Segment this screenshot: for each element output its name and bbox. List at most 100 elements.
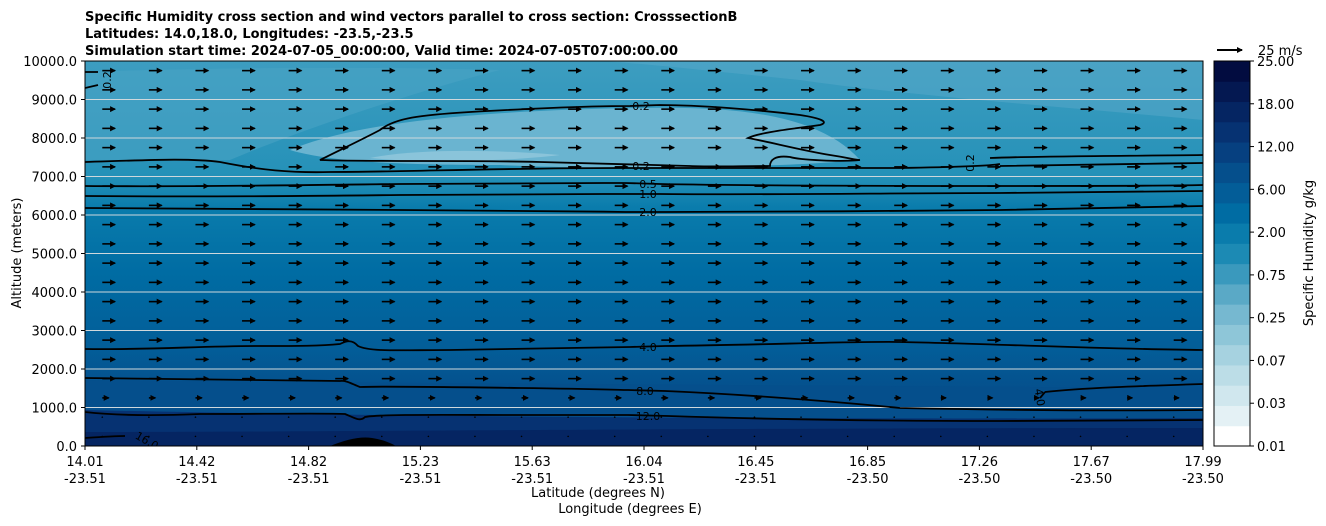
colorbar-segment — [1214, 81, 1250, 103]
wind-vector — [1126, 416, 1128, 418]
wind-vector — [194, 416, 197, 418]
contour-0.2-dry-pocket — [319, 104, 861, 168]
title-line-1: Specific Humidity cross section and wind… — [85, 10, 738, 25]
colorbar-frame — [1213, 60, 1251, 447]
wind-vector — [567, 435, 569, 438]
colorbar-segment — [1214, 385, 1250, 406]
colorbar-segment — [1214, 243, 1250, 265]
x-axis-label-lat: Latitude (degrees N) — [531, 486, 665, 501]
wind-vector — [939, 416, 942, 418]
wind-vector — [846, 416, 849, 418]
wind-vector — [660, 435, 663, 438]
wind-vector — [241, 416, 243, 418]
wind-vector — [613, 435, 616, 438]
wind-vector — [148, 416, 150, 418]
contour-8.0-right — [1039, 383, 1203, 399]
contour-8.0 — [85, 377, 1203, 412]
colorbar-segment — [1214, 283, 1250, 305]
x-tick-label-lat: 15.63 — [514, 455, 551, 470]
contour-label-0.2-left: 0.2 — [101, 71, 114, 89]
contour-1.0 — [85, 190, 1203, 198]
colorbar-segment — [1214, 364, 1250, 386]
contour-label-12.0: 12.0 — [636, 410, 661, 423]
colorbar-tick-label: 0.01 — [1257, 440, 1286, 455]
chart-title: Specific Humidity cross section and wind… — [85, 9, 737, 60]
wind-vector — [1079, 416, 1082, 418]
title-line-2: Latitudes: 14.0,18.0, Longitudes: -23.5,… — [85, 27, 414, 42]
colorbar-tick-label: 0.25 — [1257, 312, 1286, 327]
colorbar-segment — [1214, 121, 1250, 143]
x-tick-label-lat: 14.01 — [66, 455, 103, 470]
x-tick-label-lon: -23.51 — [288, 472, 330, 487]
colorbar-tick-label: 0.07 — [1257, 354, 1286, 369]
wind-vector — [800, 416, 802, 418]
wind-vector — [567, 416, 569, 418]
x-tick-label-lon: -23.51 — [176, 472, 218, 487]
contour-label-8.0: 8.0 — [636, 385, 654, 398]
y-tick-label: 1000.0 — [32, 402, 78, 417]
y-tick-label: 7000.0 — [32, 171, 78, 186]
contour-12.0 — [85, 411, 1203, 422]
quiver-key: 25 m/s — [1217, 44, 1303, 59]
wind-vector — [241, 435, 243, 438]
x-tick-label-lon: -23.51 — [399, 472, 441, 487]
x-tick-label-lat: 14.42 — [178, 455, 215, 470]
colorbar-segment — [1214, 324, 1250, 346]
x-tick-label-lat: 17.26 — [961, 455, 998, 470]
contour-label-1.0: 1.0 — [639, 188, 657, 201]
contour-label-0.5: 0.5 — [639, 178, 657, 191]
x-tick-label-lat: 16.45 — [737, 455, 774, 470]
x-tick-label-lon: -23.50 — [847, 472, 889, 487]
contour-4.0 — [85, 340, 1203, 352]
wind-vector — [380, 416, 383, 418]
colorbar-segment — [1214, 304, 1250, 325]
contour-label-4.0: 4.0 — [639, 341, 657, 354]
wind-vector — [474, 416, 476, 418]
y-tick-label: 6000.0 — [32, 209, 78, 224]
contour-label-0.2-right: 0.2 — [964, 154, 977, 172]
wind-vector — [101, 435, 104, 438]
y-axis-ticks: 0.0 1000.0 2000.0 3000.0 4000.0 5000.0 6000.0 7… — [23, 55, 85, 455]
contour-lines — [85, 71, 1203, 439]
contour-2.0 — [85, 205, 1203, 213]
colorbar-tick-label: 18.00 — [1257, 98, 1294, 113]
y-tick-label: 3000.0 — [32, 325, 78, 340]
wind-vector — [520, 435, 523, 438]
x-tick-label-lon: -23.50 — [1182, 472, 1224, 487]
colorbar-tick-label: 25.00 — [1257, 55, 1294, 70]
x-tick-label-lat: 16.85 — [849, 455, 886, 470]
colorbar-segment — [1214, 344, 1250, 366]
wind-vector — [194, 435, 197, 438]
colorbar-segment — [1214, 263, 1250, 285]
wind-vectors — [101, 67, 1188, 438]
wind-vector — [1079, 435, 1082, 438]
x-axis-ticks: 14.01 -23.51 14.42 -23.51 14.82 -23.51 15.23 -2… — [64, 446, 1224, 487]
dry-layer-top — [85, 61, 1203, 120]
dry-layer-inner — [370, 150, 560, 162]
wind-vector — [893, 435, 896, 438]
contour-0.2-low — [85, 158, 1001, 174]
colorbar-segment — [1214, 425, 1250, 447]
colorbar-segment — [1214, 101, 1250, 123]
y-tick-label: 5000.0 — [32, 248, 78, 263]
contour-16.0 — [85, 435, 126, 439]
x-tick-label-lon: -23.51 — [511, 472, 553, 487]
wind-vector — [613, 416, 616, 418]
wind-vector — [287, 435, 290, 438]
y-tick-label: 10000.0 — [23, 55, 77, 70]
wind-vector — [846, 435, 849, 438]
colorbar-ticks: 0.01 0.03 0.07 0.25 0.75 2.00 6.00 12.00 18.00 25… — [1250, 55, 1294, 455]
wind-vector — [753, 416, 756, 418]
contour-0.2-upper-left — [85, 71, 99, 89]
wind-vector — [1172, 416, 1175, 418]
wind-vector — [986, 435, 989, 438]
x-tick-label-lon: -23.51 — [623, 472, 665, 487]
wind-vector — [800, 435, 802, 438]
wind-vector — [893, 416, 896, 418]
colorbar — [1214, 61, 1250, 447]
wind-vector — [427, 416, 430, 418]
wind-vector — [101, 416, 104, 418]
y-tick-label: 4000.0 — [32, 286, 78, 301]
colorbar-segment — [1214, 223, 1250, 244]
